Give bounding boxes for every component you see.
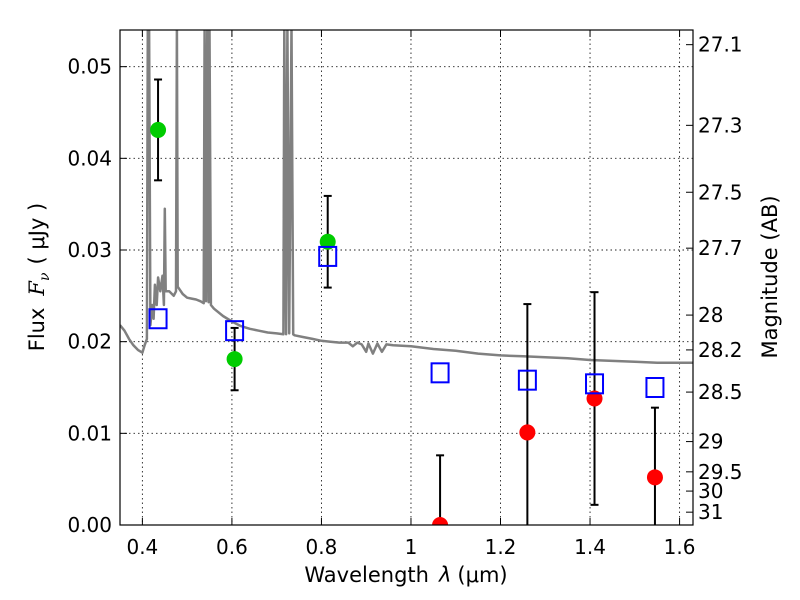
x-tick-label: 1 <box>405 535 418 559</box>
model-photometry-point <box>225 320 245 342</box>
y-tick-label: 0.05 <box>67 55 112 79</box>
x-tick-label: 1.6 <box>664 535 696 559</box>
plot-frame <box>119 29 694 526</box>
model-photometry-point <box>585 373 605 395</box>
y-tick-label: 0.00 <box>67 513 112 537</box>
y2-tick-label: 29.5 <box>698 460 743 484</box>
x-tick-label: 1.4 <box>574 535 606 559</box>
flux-point <box>519 424 536 441</box>
x-axis-label-symbol: λ <box>438 563 451 587</box>
x-axis-label-unit: (μm) <box>457 563 507 587</box>
y-tick-label: 0.03 <box>67 238 112 262</box>
y-tick-label: 0.02 <box>67 330 112 354</box>
flux-point <box>432 517 449 525</box>
y2-tick-label: 30 <box>698 479 723 503</box>
flux-point <box>586 390 603 407</box>
y-axis-label-subscript: ν <box>37 272 53 281</box>
y-axis-label-unit: ( μJy ) <box>25 203 49 265</box>
flux-point <box>319 233 336 250</box>
y2-tick-label: 28 <box>698 303 723 327</box>
model-photometry-point <box>645 377 665 398</box>
y2-tick-label: 28.5 <box>698 380 743 404</box>
axis-ticks: 0.4 0.6 0.8 1 1.2 1.4 1.6 0.00 0.01 0.02 0.03 0.04 0… <box>67 30 743 559</box>
x-axis-label-prefix: Wavelength <box>304 563 429 587</box>
y-axis-label-symbol: F <box>25 280 49 297</box>
model-photometry-point <box>318 245 338 267</box>
x-tick-label: 1.2 <box>485 535 517 559</box>
x-tick-label: 0.8 <box>306 535 338 559</box>
model-photometry-point <box>148 308 168 330</box>
y2-tick-label: 27.5 <box>698 180 743 204</box>
y-axis-label: Flux Fν ( μJy ) <box>25 203 53 351</box>
flux-point <box>226 351 243 368</box>
y2-tick-label: 27.7 <box>698 236 743 260</box>
y-tick-label: 0.01 <box>67 421 112 445</box>
grid <box>120 30 693 526</box>
x-tick-label: 0.6 <box>216 535 248 559</box>
y-axis-label-prefix: Flux <box>25 308 49 352</box>
x-axis-label: Wavelength λ (μm) <box>304 563 507 587</box>
spectrum-line <box>120 30 693 365</box>
y-tick-label: 0.04 <box>67 146 112 170</box>
data-markers <box>148 121 665 525</box>
y2-tick-label: 28.2 <box>698 338 743 362</box>
flux-point <box>646 469 663 486</box>
model-photometry-point <box>517 369 537 391</box>
y2-tick-label: 31 <box>698 500 723 524</box>
plot-background <box>120 30 693 525</box>
model-photometry-point <box>430 362 450 384</box>
y2-axis-label: Magnitude (AB) <box>758 195 782 358</box>
model-spectrum <box>120 30 693 365</box>
flux-point <box>150 121 167 138</box>
x-tick-label: 0.4 <box>126 535 158 559</box>
y2-tick-label: 27.1 <box>698 33 743 57</box>
y2-tick-label: 29 <box>698 430 723 454</box>
y2-tick-label: 27.3 <box>698 113 743 137</box>
